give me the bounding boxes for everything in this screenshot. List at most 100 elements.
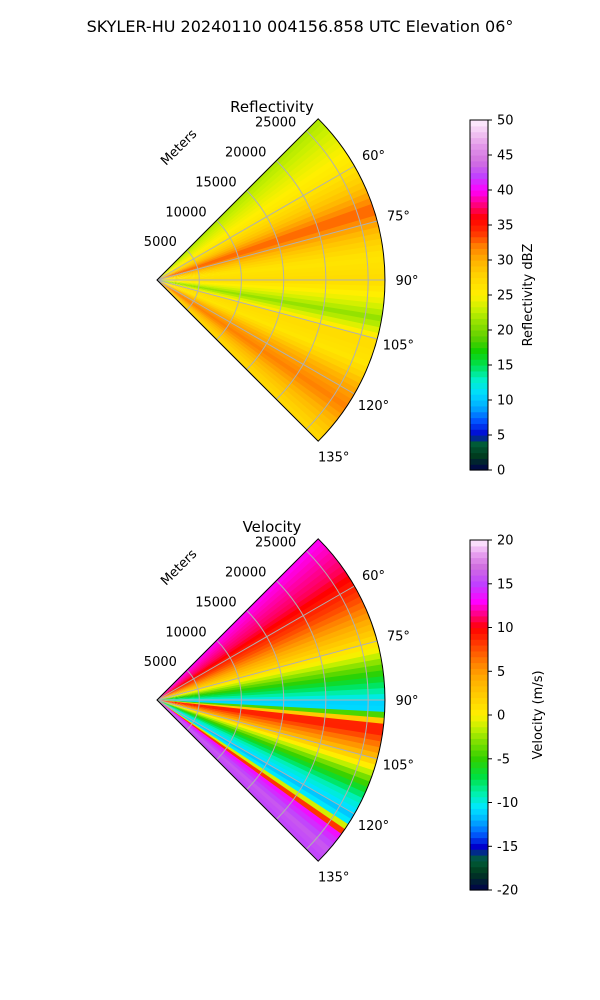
- azimuth-tick-label: 75°: [387, 209, 410, 224]
- field-wedge: [157, 127, 332, 281]
- colorbar-segment: [470, 382, 488, 389]
- colorbar-segment: [470, 709, 488, 716]
- field-wedge: [157, 198, 373, 280]
- azimuth-gridline: [156, 699, 355, 815]
- colorbar-tick-label: 45: [497, 149, 514, 164]
- colorbar-tick-label: -20: [497, 884, 518, 899]
- field-wedge: [157, 160, 355, 280]
- colorbar-segment: [470, 236, 488, 244]
- colorbar-segment: [470, 376, 488, 384]
- field-wedge: [157, 700, 342, 840]
- azimuth-tick-label: 120°: [358, 819, 389, 834]
- colorbar-segment: [470, 540, 488, 547]
- colorbar-segment: [470, 429, 488, 436]
- colorbar-tick-label: 30: [497, 254, 514, 269]
- field-wedge: [157, 280, 342, 420]
- field-wedge: [157, 262, 385, 280]
- azimuth-tick-label: 120°: [358, 399, 389, 414]
- field-wedge: [157, 676, 385, 700]
- colorbar-segment: [470, 645, 488, 652]
- field-wedge: [157, 187, 369, 280]
- velocity-colorbar: -20 -15 -10 -5 0 5 10 15 20: [469, 534, 518, 899]
- field-wedge: [157, 215, 378, 280]
- colorbar-segment: [470, 656, 488, 664]
- field-wedge: [157, 192, 371, 280]
- colorbar-segment: [470, 137, 488, 144]
- sector-frame: [156, 118, 386, 442]
- colorbar-segment: [470, 423, 488, 430]
- colorbar-segment: [470, 300, 488, 308]
- colorbar-segment: [470, 878, 488, 885]
- reflectivity-colorbar-label: Reflectivity dBZ: [521, 244, 536, 347]
- colorbar-segment: [470, 860, 488, 868]
- field-wedge: [157, 664, 384, 700]
- field-wedge: [157, 280, 355, 401]
- field-wedge: [157, 203, 375, 280]
- velocity-range-label: Meters: [158, 547, 200, 589]
- colorbar-segment: [470, 843, 488, 850]
- field-wedge: [157, 658, 383, 700]
- field-wedge: [157, 700, 349, 831]
- range-tick-label: 15000: [195, 595, 236, 610]
- colorbar-segment: [470, 627, 488, 634]
- colorbar-segment: [470, 691, 488, 699]
- field-wedge: [157, 646, 381, 700]
- azimuth-gridline: [156, 220, 378, 281]
- range-tick-label: 5000: [144, 655, 177, 670]
- colorbar-segment: [470, 190, 488, 197]
- field-wedge: [157, 575, 352, 700]
- colorbar-segment: [470, 149, 488, 156]
- field-wedge: [157, 700, 345, 835]
- colorbar-segment: [470, 668, 488, 675]
- field-wedge: [157, 171, 361, 280]
- colorbar-segment: [470, 633, 488, 640]
- field-wedge: [157, 155, 352, 280]
- field-wedge: [157, 561, 343, 700]
- colorbar-tick-label: 5: [497, 665, 505, 680]
- colorbar-segment: [470, 446, 488, 454]
- field-wedge: [157, 570, 349, 700]
- colorbar-segment: [470, 166, 488, 174]
- colorbar-segment: [470, 738, 488, 745]
- colorbar-segment: [470, 703, 488, 710]
- colorbar-segment: [470, 207, 488, 214]
- colorbar-segment: [470, 365, 488, 372]
- colorbar-tick-label: -5: [497, 752, 510, 767]
- field-wedge: [157, 150, 349, 280]
- colorbar-segment: [470, 790, 488, 798]
- colorbar-segment: [470, 610, 488, 617]
- colorbar-segment: [470, 260, 488, 267]
- colorbar-tick-label: 20: [497, 324, 514, 339]
- field-wedge: [157, 700, 338, 845]
- colorbar-segment: [470, 785, 488, 792]
- field-wedge: [157, 580, 355, 700]
- field-wedge: [157, 280, 363, 385]
- figure-title: SKYLER-HU 20240110 004156.858 UTC Elevat…: [87, 17, 514, 36]
- velocity-colorbar-label: Velocity (m/s): [531, 670, 546, 759]
- colorbar-segment: [470, 802, 488, 809]
- colorbar-tick-label: 40: [497, 184, 514, 199]
- colorbar-segment: [470, 230, 488, 238]
- field-wedge: [157, 694, 386, 702]
- colorbar-segment: [470, 575, 488, 582]
- field-wedge: [157, 635, 378, 700]
- colorbar-segment: [470, 155, 488, 162]
- azimuth-tick-label: 90°: [395, 694, 418, 709]
- colorbar-tick-label: 50: [497, 114, 514, 129]
- colorbar-segment: [470, 324, 488, 331]
- field-wedge: [157, 700, 352, 826]
- colorbar-segment: [470, 884, 488, 891]
- colorbar-segment: [470, 814, 488, 821]
- reflectivity-range-label: Meters: [158, 127, 200, 169]
- colorbar-segment: [470, 452, 488, 459]
- field-wedge: [157, 118, 324, 280]
- colorbar-segment: [470, 662, 488, 669]
- colorbar-segment: [470, 825, 488, 833]
- colorbar-segment: [470, 715, 488, 722]
- colorbar-tick-label: 10: [497, 621, 514, 636]
- colorbar-tick-label: 25: [497, 289, 514, 304]
- azimuth-gridline: [156, 279, 378, 340]
- colorbar-tick-label: 15: [497, 577, 514, 592]
- colorbar-segment: [470, 598, 488, 605]
- colorbar-segment: [470, 318, 488, 325]
